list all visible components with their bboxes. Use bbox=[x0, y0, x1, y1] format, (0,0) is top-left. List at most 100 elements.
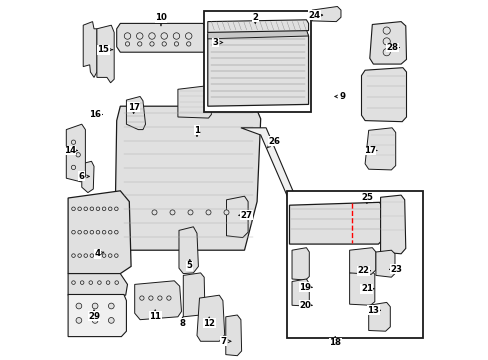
Circle shape bbox=[137, 42, 142, 46]
Circle shape bbox=[224, 210, 228, 215]
Polygon shape bbox=[375, 250, 394, 277]
Polygon shape bbox=[311, 6, 340, 22]
Circle shape bbox=[136, 33, 142, 39]
Polygon shape bbox=[207, 30, 308, 39]
Circle shape bbox=[152, 210, 157, 215]
Circle shape bbox=[106, 281, 110, 284]
Polygon shape bbox=[380, 195, 405, 254]
Circle shape bbox=[162, 42, 166, 46]
Bar bbox=[204, 11, 310, 112]
Text: 13: 13 bbox=[366, 306, 380, 315]
Polygon shape bbox=[226, 196, 247, 238]
Text: 11: 11 bbox=[149, 310, 161, 320]
Text: 9: 9 bbox=[334, 92, 345, 101]
Text: 23: 23 bbox=[389, 265, 402, 274]
Circle shape bbox=[108, 230, 112, 234]
Text: 8: 8 bbox=[179, 317, 185, 328]
Circle shape bbox=[102, 230, 106, 234]
Circle shape bbox=[98, 281, 101, 284]
Polygon shape bbox=[179, 227, 198, 274]
Text: 2: 2 bbox=[252, 13, 258, 23]
Text: 17: 17 bbox=[127, 103, 140, 113]
Circle shape bbox=[71, 165, 76, 170]
Polygon shape bbox=[349, 248, 375, 274]
Text: 29: 29 bbox=[88, 310, 100, 320]
Text: 14: 14 bbox=[64, 146, 77, 155]
Circle shape bbox=[148, 296, 153, 300]
Polygon shape bbox=[81, 161, 94, 193]
Circle shape bbox=[108, 254, 112, 257]
Polygon shape bbox=[289, 202, 382, 244]
Text: 12: 12 bbox=[203, 317, 215, 328]
Polygon shape bbox=[225, 315, 241, 356]
Text: 6: 6 bbox=[79, 172, 89, 181]
Circle shape bbox=[90, 207, 94, 211]
Circle shape bbox=[96, 230, 100, 234]
Text: 17: 17 bbox=[363, 146, 376, 155]
Text: 19: 19 bbox=[298, 283, 311, 292]
Circle shape bbox=[78, 207, 81, 211]
Polygon shape bbox=[291, 248, 309, 280]
Circle shape bbox=[125, 42, 129, 46]
Text: 24: 24 bbox=[308, 10, 322, 19]
Circle shape bbox=[76, 153, 80, 157]
Circle shape bbox=[84, 254, 87, 257]
Circle shape bbox=[89, 281, 92, 284]
Bar bbox=[286, 191, 422, 338]
Text: 5: 5 bbox=[186, 260, 192, 270]
Text: 22: 22 bbox=[357, 266, 369, 275]
Circle shape bbox=[76, 303, 81, 309]
Circle shape bbox=[84, 207, 87, 211]
Text: 10: 10 bbox=[155, 13, 166, 26]
Circle shape bbox=[108, 318, 114, 323]
Circle shape bbox=[108, 207, 112, 211]
Circle shape bbox=[382, 38, 389, 45]
Text: 27: 27 bbox=[239, 211, 252, 220]
Text: 20: 20 bbox=[299, 301, 311, 310]
Circle shape bbox=[149, 42, 154, 46]
Circle shape bbox=[170, 210, 175, 215]
Circle shape bbox=[96, 254, 100, 257]
Circle shape bbox=[382, 27, 389, 34]
Polygon shape bbox=[365, 128, 395, 170]
Polygon shape bbox=[241, 128, 302, 218]
Text: 3: 3 bbox=[212, 38, 222, 47]
Circle shape bbox=[161, 33, 167, 39]
Circle shape bbox=[148, 33, 155, 39]
Circle shape bbox=[72, 254, 75, 257]
Polygon shape bbox=[197, 295, 224, 341]
Text: 21: 21 bbox=[360, 284, 373, 293]
Circle shape bbox=[72, 281, 75, 284]
Circle shape bbox=[186, 42, 190, 46]
Circle shape bbox=[114, 230, 118, 234]
Polygon shape bbox=[361, 68, 406, 122]
Polygon shape bbox=[97, 25, 114, 83]
Polygon shape bbox=[349, 270, 374, 305]
Text: 25: 25 bbox=[360, 193, 372, 203]
Circle shape bbox=[90, 254, 94, 257]
Circle shape bbox=[92, 303, 98, 309]
Polygon shape bbox=[115, 106, 260, 250]
Circle shape bbox=[72, 230, 75, 234]
Text: 1: 1 bbox=[194, 126, 200, 136]
Text: 7: 7 bbox=[220, 337, 230, 346]
Polygon shape bbox=[183, 273, 204, 317]
Circle shape bbox=[158, 296, 162, 300]
Text: 28: 28 bbox=[386, 43, 398, 52]
Circle shape bbox=[114, 207, 118, 211]
Circle shape bbox=[102, 207, 106, 211]
Circle shape bbox=[108, 303, 114, 309]
Circle shape bbox=[174, 42, 178, 46]
Polygon shape bbox=[134, 281, 181, 320]
Circle shape bbox=[71, 140, 76, 144]
Circle shape bbox=[78, 230, 81, 234]
Circle shape bbox=[166, 296, 171, 300]
Circle shape bbox=[76, 318, 81, 323]
Circle shape bbox=[84, 230, 87, 234]
Text: 18: 18 bbox=[328, 337, 341, 347]
Polygon shape bbox=[178, 86, 211, 118]
Polygon shape bbox=[68, 294, 126, 337]
Polygon shape bbox=[368, 302, 389, 331]
Circle shape bbox=[173, 33, 179, 39]
Polygon shape bbox=[66, 124, 85, 182]
